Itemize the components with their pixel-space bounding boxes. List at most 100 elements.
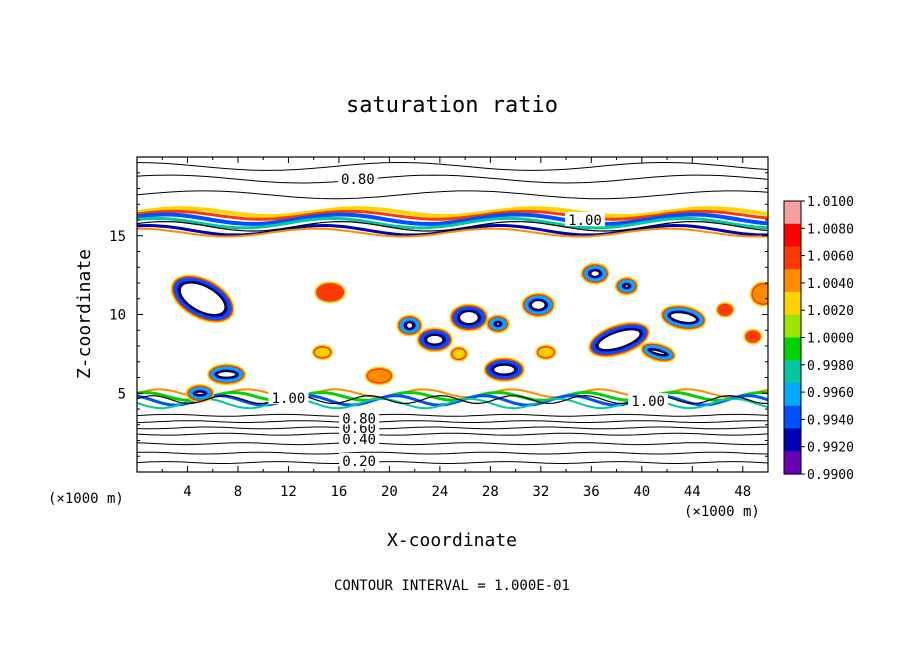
blob-core bbox=[195, 391, 206, 396]
x-unit-right: (×1000 m) bbox=[684, 504, 760, 520]
colorbar-swatch bbox=[784, 337, 801, 361]
cloud-blob bbox=[640, 342, 676, 363]
cloud-blob bbox=[588, 321, 650, 358]
x-tick-label: 36 bbox=[583, 484, 600, 500]
y-tick-label: 5 bbox=[118, 386, 126, 402]
contour-line bbox=[137, 442, 768, 446]
x-tick-label: 44 bbox=[684, 484, 701, 500]
cloud-blob bbox=[170, 274, 235, 323]
colorbar-label: 1.0020 bbox=[807, 304, 854, 319]
colorbar-label: 1.0060 bbox=[807, 250, 854, 265]
x-tick-label: 16 bbox=[330, 484, 347, 500]
cloud-blob bbox=[396, 314, 423, 337]
cloud-blob bbox=[614, 276, 639, 296]
cloud-blob bbox=[749, 281, 768, 307]
blob-core bbox=[495, 321, 501, 326]
blob-fill bbox=[367, 369, 391, 383]
cloud-blob bbox=[207, 363, 247, 386]
upper-layer-band bbox=[137, 206, 768, 219]
contour-line-1.00 bbox=[137, 220, 768, 232]
blob-core bbox=[405, 322, 414, 329]
cloud-blob bbox=[311, 344, 334, 361]
cloud-blob bbox=[715, 302, 735, 318]
cloud-blob bbox=[535, 344, 557, 361]
colorbar-label: 0.9920 bbox=[807, 441, 854, 456]
x-tick-label: 28 bbox=[482, 484, 499, 500]
colorbar-swatch bbox=[784, 451, 801, 475]
upper-layer-band bbox=[137, 209, 768, 221]
contour-label-bg bbox=[339, 452, 380, 467]
colorbar-label: 1.0040 bbox=[807, 277, 854, 292]
contour-line bbox=[137, 162, 768, 171]
contour-line bbox=[137, 451, 768, 455]
cloud-blob bbox=[185, 384, 215, 403]
colorbar-label: 1.0080 bbox=[807, 222, 854, 237]
cloud-blob bbox=[580, 262, 610, 285]
cloud-blob bbox=[743, 328, 763, 345]
contour-label: 1.00 bbox=[631, 394, 665, 410]
blob-fill bbox=[746, 331, 760, 342]
cloud-blob bbox=[449, 303, 489, 332]
x-tick-label: 24 bbox=[431, 484, 448, 500]
contour-line bbox=[137, 190, 768, 200]
x-tick-label: 20 bbox=[381, 484, 398, 500]
blob-core bbox=[530, 299, 546, 311]
upper-layer-band bbox=[137, 216, 768, 230]
upper-layer-band bbox=[137, 223, 768, 237]
x-tick-label: 12 bbox=[280, 484, 297, 500]
colorbar-label: 0.9940 bbox=[807, 413, 854, 428]
contour-label-bg bbox=[628, 393, 669, 408]
contour-label: 1.00 bbox=[568, 213, 602, 229]
contour-label: 1.00 bbox=[272, 391, 306, 407]
contour-label: 0.80 bbox=[342, 411, 376, 427]
colorbar-label: 1.0100 bbox=[807, 195, 854, 210]
contour-label: 0.20 bbox=[342, 454, 376, 470]
blob-core bbox=[597, 329, 641, 351]
x-unit-left: (×1000 m) bbox=[48, 491, 124, 507]
contour-line bbox=[137, 420, 768, 423]
colorbar-swatch bbox=[784, 246, 801, 270]
contour-label-bg bbox=[565, 212, 606, 226]
x-axis: 4 8 12 16 20 24 28 32 36 40 44 48 bbox=[161, 157, 751, 500]
plot-area: 0.200.400.600.800.801.001.001.00 bbox=[137, 162, 768, 470]
blob-fill bbox=[752, 284, 768, 304]
blob-fill bbox=[314, 347, 331, 358]
contour-label-bg bbox=[268, 389, 309, 404]
cloud-blob bbox=[483, 357, 525, 383]
blob-core bbox=[426, 334, 444, 345]
colorbar-swatch bbox=[784, 383, 801, 407]
contour-label-bg bbox=[339, 430, 380, 445]
contour-label: 0.80 bbox=[341, 172, 375, 188]
contour-line bbox=[137, 461, 768, 464]
upper-layer-band bbox=[137, 212, 768, 226]
cloud-blob bbox=[521, 292, 556, 318]
cloud-blob bbox=[364, 366, 394, 386]
x-tick-label: 8 bbox=[234, 484, 242, 500]
colorbar-swatch bbox=[784, 292, 801, 316]
x-tick-label: 40 bbox=[633, 484, 650, 500]
upper-layer-band bbox=[137, 227, 768, 238]
colorbar-swatch bbox=[784, 201, 801, 225]
colorbar-swatch bbox=[784, 223, 801, 248]
blob-fill bbox=[718, 305, 732, 315]
x-axis-label: X-coordinate bbox=[387, 530, 517, 551]
blob-core bbox=[590, 270, 601, 278]
contour-label: 0.40 bbox=[342, 432, 376, 448]
colorbar-label: 0.9980 bbox=[807, 359, 854, 374]
contour-label-bg bbox=[337, 171, 378, 186]
colorbar-swatch bbox=[784, 428, 801, 452]
contour-label: 0.60 bbox=[342, 421, 376, 437]
cloud-blob bbox=[416, 327, 453, 353]
contour-line bbox=[137, 174, 768, 184]
y-tick-label: 15 bbox=[109, 229, 126, 245]
chart-title: saturation ratio bbox=[346, 93, 558, 118]
blob-core bbox=[669, 312, 698, 324]
blob-fill bbox=[317, 284, 343, 301]
x-tick-label: 32 bbox=[532, 484, 549, 500]
contour-line bbox=[137, 413, 768, 417]
cloud-blob bbox=[660, 304, 707, 331]
colorbar-swatch bbox=[784, 405, 801, 430]
colorbar-swatch bbox=[784, 360, 801, 384]
colorbar-label: 0.9960 bbox=[807, 386, 854, 401]
